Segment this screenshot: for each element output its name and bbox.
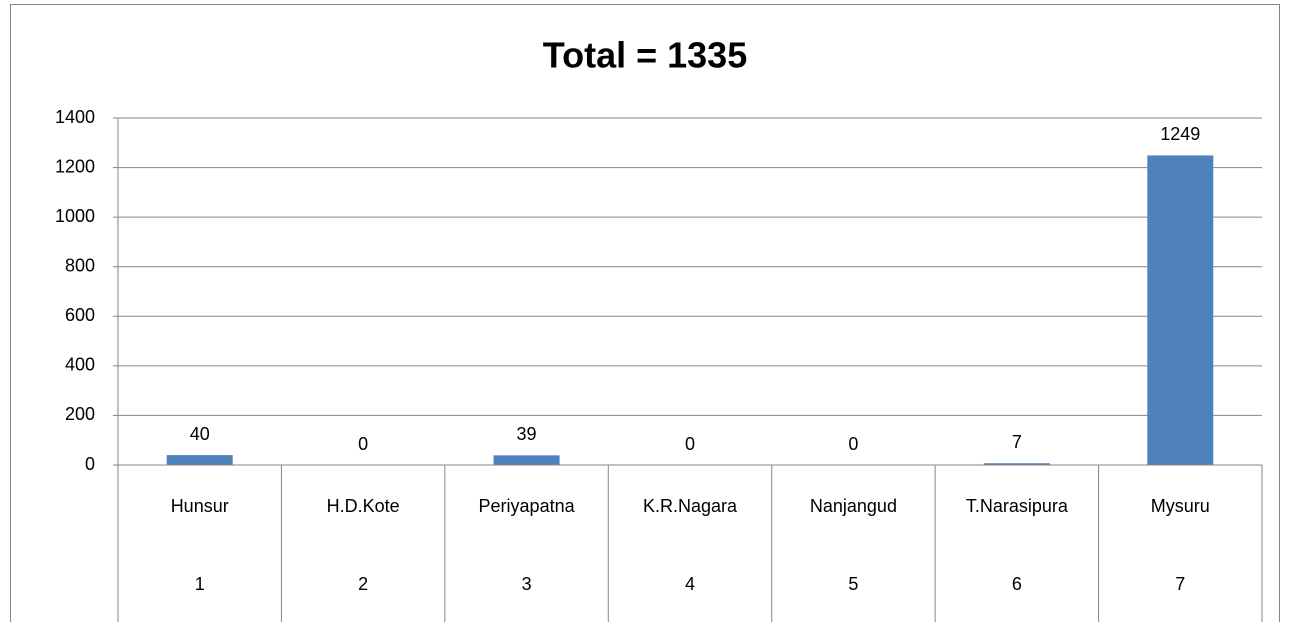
data-label: 0: [848, 434, 858, 454]
y-tick-label: 0: [85, 454, 95, 474]
x-tick-label: Hunsur: [171, 496, 229, 516]
chart-title: Total = 1335: [543, 35, 747, 76]
x-tick-number: 1: [195, 574, 205, 594]
chart-frame: [10, 4, 1280, 622]
data-label: 39: [517, 424, 537, 444]
x-tick-number: 5: [848, 574, 858, 594]
x-tick-number: 7: [1175, 574, 1185, 594]
y-tick-label: 1200: [55, 156, 95, 176]
x-tick-label: Nanjangud: [810, 496, 897, 516]
y-tick-label: 800: [65, 255, 95, 275]
data-label: 40: [190, 424, 210, 444]
x-tick-number: 2: [358, 574, 368, 594]
y-tick-label: 600: [65, 305, 95, 325]
y-tick-label: 1400: [55, 107, 95, 127]
x-tick-label: K.R.Nagara: [643, 496, 738, 516]
x-tick-label: T.Narasipura: [966, 496, 1069, 516]
data-label: 0: [685, 434, 695, 454]
x-tick-number: 3: [522, 574, 532, 594]
y-tick-label: 1000: [55, 206, 95, 226]
x-tick-label: Mysuru: [1151, 496, 1210, 516]
data-label: 1249: [1160, 124, 1200, 144]
bar: [1147, 155, 1214, 465]
y-tick-label: 400: [65, 355, 95, 375]
x-tick-label: H.D.Kote: [327, 496, 400, 516]
bar: [983, 463, 1050, 465]
data-label: 7: [1012, 432, 1022, 452]
x-tick-label: Periyapatna: [479, 496, 576, 516]
data-label: 0: [358, 434, 368, 454]
x-tick-number: 4: [685, 574, 695, 594]
y-tick-label: 200: [65, 404, 95, 424]
x-tick-number: 6: [1012, 574, 1022, 594]
bar: [166, 455, 233, 465]
bar: [493, 455, 560, 465]
